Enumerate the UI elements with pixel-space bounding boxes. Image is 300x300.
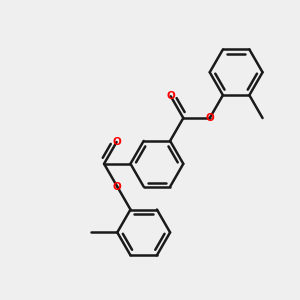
Text: O: O: [205, 113, 214, 123]
Text: O: O: [112, 137, 121, 147]
Text: O: O: [167, 91, 175, 101]
Text: O: O: [113, 182, 122, 192]
